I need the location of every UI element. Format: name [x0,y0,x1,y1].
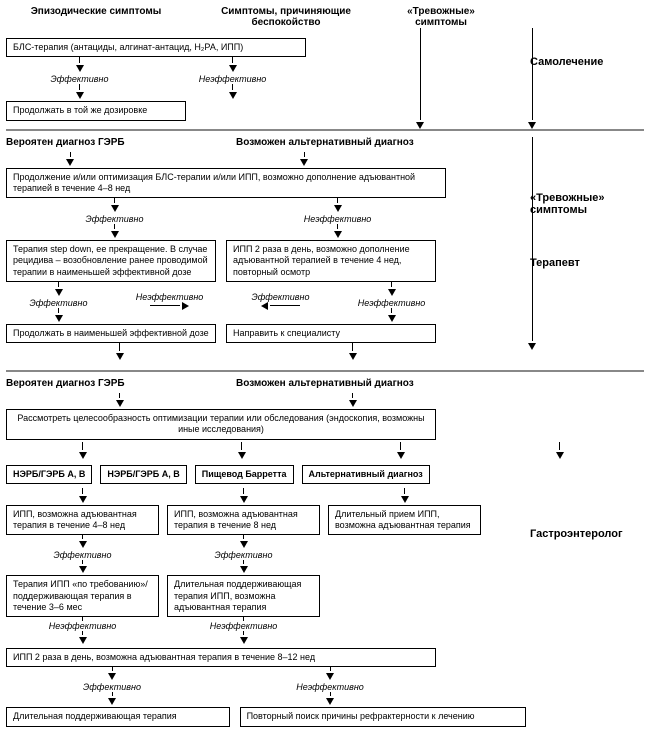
box-b1a: ИПП, возможна адъювантная терапия в тече… [6,505,159,536]
box-refractory: Повторный поиск причины рефрактерности к… [240,707,526,726]
box-refer: Направить к специалисту [226,324,436,343]
hdr-episodic: Эпизодические симптомы [6,6,186,28]
side-self: Самолечение [530,56,640,68]
diagnosis-row: НЭРБ/ГЭРБ A, B НЭРБ/ГЭРБ A, B Пищевод Ба… [6,465,636,484]
sub-alt-1: Возможен альтернативный диагноз [236,137,496,148]
lbl-eff-b1: Эффективно [54,550,112,560]
box-ipp812: ИПП 2 раза в день, возможна адъювантная … [6,648,436,667]
lbl-ineff-3a: Неэффективно [136,292,204,302]
hdr-concern: Симптомы, причиняющие беспокойство [206,6,366,28]
box-bls: БЛС-терапия (антациды, алгинат-антацид, … [6,38,306,57]
arrow-alarm-1 [528,28,536,131]
dg-nerb2: НЭРБ/ГЭРБ A, B [100,465,186,484]
lbl-eff-3b: Эффективно [252,292,310,302]
box-b2b: Длительная поддерживающая терапия ИПП, в… [167,575,320,617]
sub-gerd-2: Вероятен диагноз ГЭРБ [6,378,216,389]
lbl-ineff-2: Неэффективно [304,214,372,224]
box-b2a: ИПП, возможна адъювантная терапия в тече… [167,505,320,536]
dg-barrett: Пищевод Барретта [195,465,294,484]
dg-nerb1: НЭРБ/ГЭРБ A, B [6,465,92,484]
arrow-alarm-2 [528,137,536,352]
sub-gerd-1: Вероятен диагноз ГЭРБ [6,137,216,148]
box-cont-min: Продолжать в наименьшей эффективной дозе [6,324,216,343]
box-long-support: Длительная поддерживающая терапия [6,707,230,726]
side-therapist: Терапевт [530,257,640,269]
dg-alt: Альтернативный диагноз [302,465,430,484]
box-consider: Рассмотреть целесообразность оптимизации… [6,409,436,440]
box-stepdown: Терапия step down, ее прекращение. В слу… [6,240,216,282]
box-opt: Продолжение и/или оптимизация БЛС-терапи… [6,168,446,199]
lbl-eff-b2: Эффективно [215,550,273,560]
box-ipp2: ИПП 2 раза в день, возможно дополнение а… [226,240,436,282]
hdr-alarm: «Тревожные» симптомы [386,6,496,28]
lbl-ineff-b2: Неэффективно [210,621,278,631]
box-b1b: Терапия ИПП «по требованию»/ поддерживаю… [6,575,159,617]
section-therapist: «Тревожные» симптомы Терапевт Вероятен д… [6,137,644,373]
side-gastro: Гастроэнтеролог [530,528,640,540]
box-b3a: Длительный прием ИПП, возможна адъювантн… [328,505,481,536]
section-selfcare: Эпизодические симптомы Симптомы, причиня… [6,6,644,131]
sub-alt-2: Возможен альтернативный диагноз [236,378,496,389]
lbl-ineff-3b: Неэффективно [358,298,426,308]
side-alarm2: «Тревожные» симптомы [530,192,640,216]
arrow-concern [416,28,424,131]
lbl-ineff-b1: Неэффективно [49,621,117,631]
lbl-eff-1: Эффективно [51,74,109,84]
section-gastro: Гастроэнтеролог Вероятен диагноз ГЭРБ Во… [6,378,644,735]
lbl-eff-3a: Эффективно [30,298,88,308]
lbl-eff-2: Эффективно [86,214,144,224]
lbl-ineff-1: Неэффективно [199,74,267,84]
top-headers: Эпизодические симптомы Симптомы, причиня… [6,6,644,28]
box-cont-dose: Продолжать в той же дозировке [6,101,186,120]
